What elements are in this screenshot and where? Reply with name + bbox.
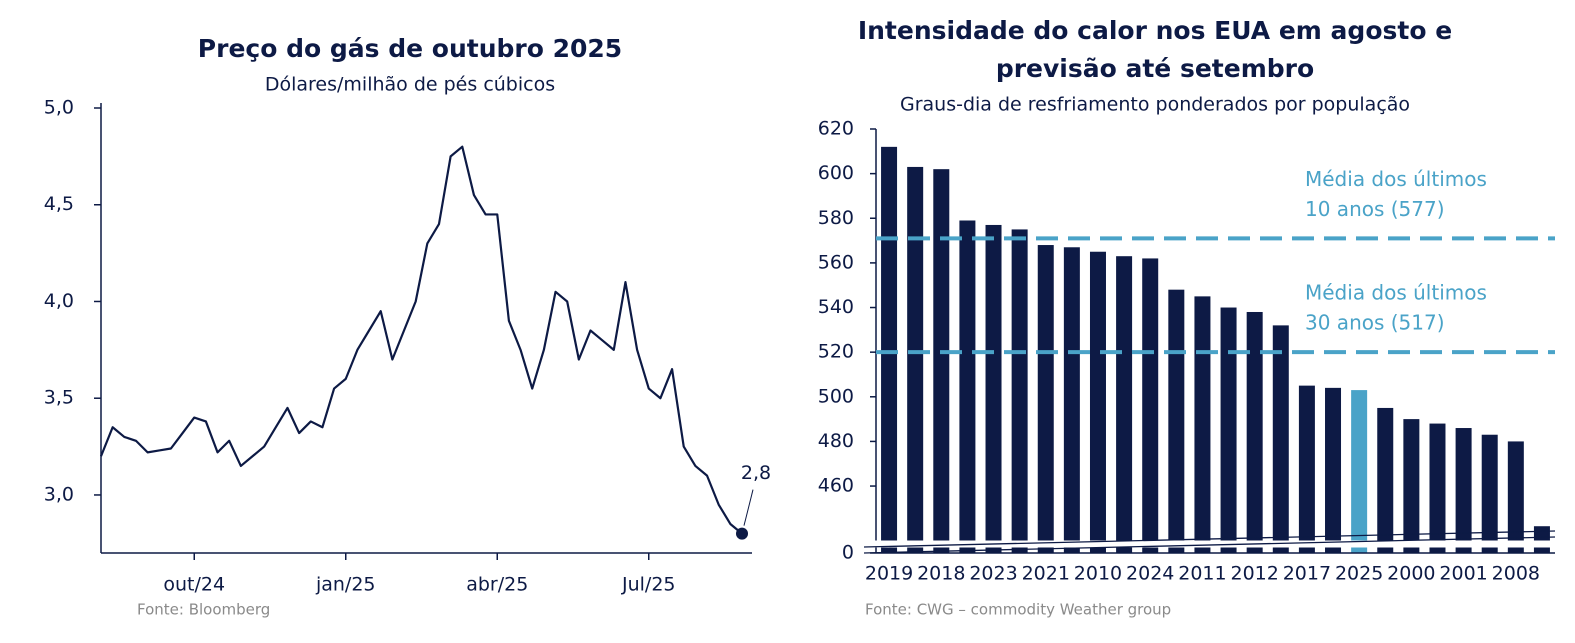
bar: [881, 146, 898, 553]
x-tick-label: 2021: [1022, 563, 1070, 585]
right-subtitle: Graus-dia de resfriamento ponderados por…: [900, 94, 1410, 116]
x-tick-label: 2023: [969, 563, 1017, 585]
bar: [985, 224, 1002, 554]
bar: [933, 169, 950, 553]
left-subtitle: Dólares/milhão de pés cúbicos: [265, 74, 555, 96]
left-source: Fonte: Bloomberg: [137, 601, 270, 619]
x-tick-label: 2018: [917, 563, 965, 585]
x-tick-label: 2025: [1335, 563, 1383, 585]
bar: [1011, 229, 1028, 553]
bar: [1429, 423, 1446, 553]
plots: 3,0 3,5 4,0 4,5 5,0 out/24 jan/25 abr/25 Jul/25 2…: [44, 97, 1556, 596]
bar: [1168, 289, 1185, 553]
right-title: Intensidade do calor nos EUA em agosto e: [858, 16, 1452, 45]
x-tick-label: 2010: [1074, 563, 1122, 585]
price-line: [99, 145, 743, 535]
y-tick-label: 560: [818, 251, 854, 273]
y-tick-label: 5,0: [44, 97, 74, 119]
bar: [1403, 419, 1420, 553]
bar: [1142, 258, 1159, 553]
bar: [1377, 407, 1394, 553]
bar: [1507, 441, 1524, 553]
axis-break: [863, 536, 1556, 554]
y-tick-label: 600: [818, 162, 854, 184]
bar: [1351, 390, 1368, 553]
y-tick-label: 4,5: [44, 193, 74, 215]
y-tick-label: 520: [818, 341, 854, 363]
y-tick-label: 4,0: [44, 290, 74, 312]
bar: [1298, 385, 1315, 553]
x-tick-label: 2011: [1178, 563, 1226, 585]
y-tick-label: 3,0: [44, 483, 74, 505]
x-tick-label: 2001: [1439, 563, 1487, 585]
bar: [907, 166, 924, 554]
y-tick-label: 3,5: [44, 387, 74, 409]
bar: [1481, 434, 1498, 553]
x-tick-label: 2017: [1283, 563, 1331, 585]
y-tick-label: 480: [818, 430, 854, 452]
y-tick-label: 0: [842, 542, 854, 564]
y-tick-label: 620: [818, 118, 854, 140]
last-point: [736, 527, 748, 540]
x-tick-label: 2012: [1230, 563, 1278, 585]
right-title: previsão até setembro: [996, 54, 1314, 83]
y-tick-label: 460: [818, 475, 854, 497]
x-tick-label: Jul/25: [621, 574, 676, 596]
bar: [1325, 387, 1342, 553]
x-tick-label: jan/25: [315, 574, 376, 596]
bar: [1089, 251, 1106, 553]
x-tick-label: 2019: [865, 563, 913, 585]
bar: [1533, 526, 1550, 553]
bar: [1037, 245, 1054, 553]
leader: [743, 489, 754, 526]
reference-label: 10 anos (577): [1305, 197, 1445, 221]
x-tick-label: 2008: [1492, 563, 1540, 585]
axis-break: [863, 530, 1556, 548]
x-tick-label: out/24: [163, 574, 225, 596]
bar: [959, 220, 976, 553]
reference-label: Média dos últimos: [1305, 281, 1487, 305]
bar: [1455, 428, 1472, 553]
bar: [1194, 296, 1211, 553]
x-tick-label: 2024: [1126, 563, 1174, 585]
right-source: Fonte: CWG – commodity Weather group: [865, 601, 1171, 619]
x-tick-label: 2000: [1387, 563, 1435, 585]
left-title: Preço do gás de outubro 2025: [198, 34, 622, 63]
bar: [1246, 311, 1263, 553]
reference-label: Média dos últimos: [1305, 167, 1487, 191]
x-tick-label: abr/25: [466, 574, 528, 596]
y-tick-label: 540: [818, 296, 854, 318]
y-tick-label: 580: [818, 207, 854, 229]
y-tick-label: 500: [818, 385, 854, 407]
bar: [1063, 247, 1080, 553]
bar: [1272, 325, 1289, 553]
last-label: 2,8: [741, 462, 771, 484]
bar: [1116, 256, 1133, 553]
reference-label: 30 anos (517): [1305, 311, 1445, 335]
bar: [1220, 307, 1237, 553]
